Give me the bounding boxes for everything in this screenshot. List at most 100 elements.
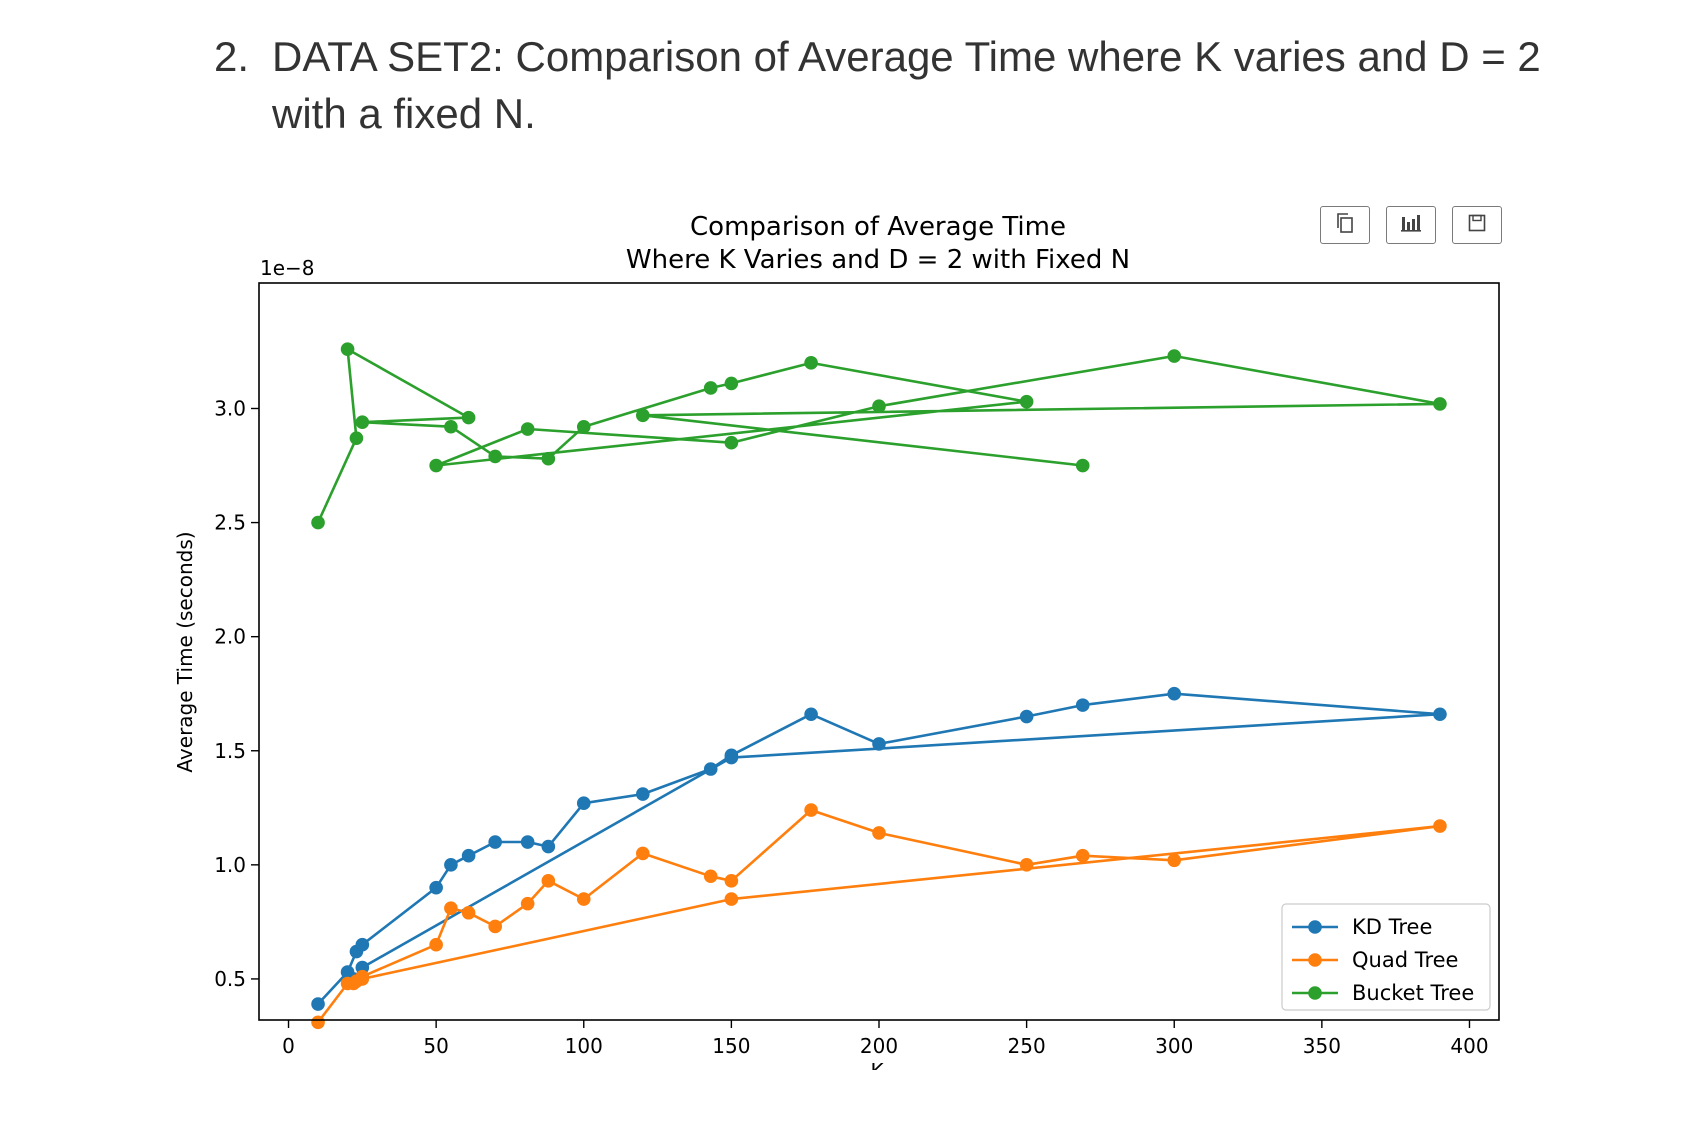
y-tick-label: 0.5 — [214, 967, 246, 991]
data-point — [346, 976, 361, 991]
data-point — [1075, 848, 1090, 863]
chart-subtitle: Where K Varies and D = 2 with Fixed N — [626, 245, 1130, 275]
data-point — [724, 376, 739, 391]
x-tick-label: 250 — [1008, 1034, 1046, 1058]
x-tick-label: 200 — [860, 1034, 898, 1058]
data-point — [541, 874, 556, 888]
series-line-2 — [316, 347, 1442, 524]
data-point — [703, 381, 718, 395]
legend-box — [1281, 903, 1491, 1011]
data-point — [461, 848, 476, 863]
crop-mask — [0, 1070, 1704, 1124]
data-point — [541, 451, 556, 466]
y-tick-label: 2.0 — [214, 625, 246, 649]
data-point — [1167, 853, 1182, 868]
y-tick-label: 3.0 — [214, 396, 246, 420]
chart-title: Comparison of Average Time — [690, 212, 1066, 242]
data-point — [444, 901, 458, 915]
y-offset-label: 1e−8 — [260, 256, 315, 280]
data-point — [349, 431, 364, 445]
data-point — [1019, 709, 1034, 724]
copy-icon — [1335, 212, 1355, 239]
save-icon — [1468, 214, 1486, 237]
data-point — [804, 707, 818, 722]
data-point — [355, 415, 370, 429]
heading-number: 2. — [214, 33, 250, 80]
data-point — [520, 422, 535, 436]
data-point — [311, 515, 325, 530]
data-point — [636, 408, 650, 423]
plot-frame — [258, 282, 1500, 1021]
data-point — [872, 826, 886, 840]
chart-view-button[interactable] — [1386, 206, 1436, 244]
x-tick-label: 400 — [1450, 1034, 1488, 1058]
data-point — [488, 449, 502, 464]
x-tick-label: 0 — [282, 1034, 295, 1058]
data-point — [1075, 458, 1090, 473]
data-point — [724, 750, 739, 765]
data-point — [1019, 394, 1034, 409]
x-tick-label: 50 — [423, 1034, 448, 1058]
data-point — [703, 869, 718, 884]
legend-label: Bucket Tree — [1352, 981, 1474, 1005]
data-point — [461, 905, 476, 920]
data-point — [429, 458, 443, 473]
x-tick-label: 300 — [1155, 1034, 1193, 1058]
legend: KD Tree Quad Tree Bucket Tree — [1281, 903, 1491, 1011]
data-point — [311, 997, 325, 1011]
data-point — [1019, 858, 1034, 872]
legend-label: Quad Tree — [1352, 948, 1458, 972]
data-point — [520, 896, 535, 911]
data-point — [703, 762, 718, 776]
heading-line-2: with a fixed N. — [272, 90, 536, 137]
data-point — [724, 874, 739, 888]
save-button[interactable] — [1452, 206, 1502, 244]
legend-marker — [1308, 986, 1322, 1000]
data-point — [576, 419, 591, 434]
legend-marker — [1308, 953, 1322, 967]
data-point — [636, 787, 650, 801]
data-point — [541, 839, 556, 854]
data-point — [444, 858, 458, 872]
y-axis-label: Average Time (seconds) — [173, 531, 197, 772]
data-point — [429, 880, 443, 895]
data-point — [311, 1015, 325, 1030]
data-point — [1433, 707, 1447, 722]
data-point — [724, 435, 739, 450]
data-point — [520, 835, 535, 849]
data-point — [488, 919, 502, 934]
chart-toolbar — [1320, 206, 1502, 248]
data-point — [872, 399, 886, 414]
y-tick-label: 1.5 — [214, 739, 246, 763]
data-point — [804, 356, 818, 370]
data-point — [576, 796, 591, 811]
legend-marker — [1308, 920, 1322, 934]
data-point — [1167, 686, 1182, 701]
data-point — [340, 342, 355, 356]
series-line-1 — [316, 808, 1442, 1024]
x-tick-label: 350 — [1303, 1034, 1341, 1058]
data-point — [1075, 698, 1090, 712]
data-point — [355, 937, 370, 952]
data-point — [444, 419, 458, 434]
data-point — [429, 937, 443, 952]
data-point — [1167, 349, 1182, 363]
data-point — [724, 892, 739, 906]
x-tick-label: 100 — [565, 1034, 603, 1058]
data-point — [636, 846, 650, 861]
x-tick-label: 150 — [712, 1034, 750, 1058]
data-point — [872, 737, 886, 751]
legend-label: KD Tree — [1352, 915, 1432, 939]
y-tick-label: 1.0 — [214, 853, 246, 877]
data-point — [576, 892, 591, 906]
data-point — [488, 835, 502, 849]
data-point — [1433, 819, 1447, 833]
y-tick-label: 2.5 — [214, 511, 246, 535]
copy-button[interactable] — [1320, 206, 1370, 244]
data-point — [461, 410, 476, 425]
data-point — [1433, 397, 1447, 411]
bar-chart-icon — [1400, 214, 1422, 237]
data-point — [804, 803, 818, 817]
heading-line-1: DATA SET2: Comparison of Average Time wh… — [272, 33, 1541, 80]
